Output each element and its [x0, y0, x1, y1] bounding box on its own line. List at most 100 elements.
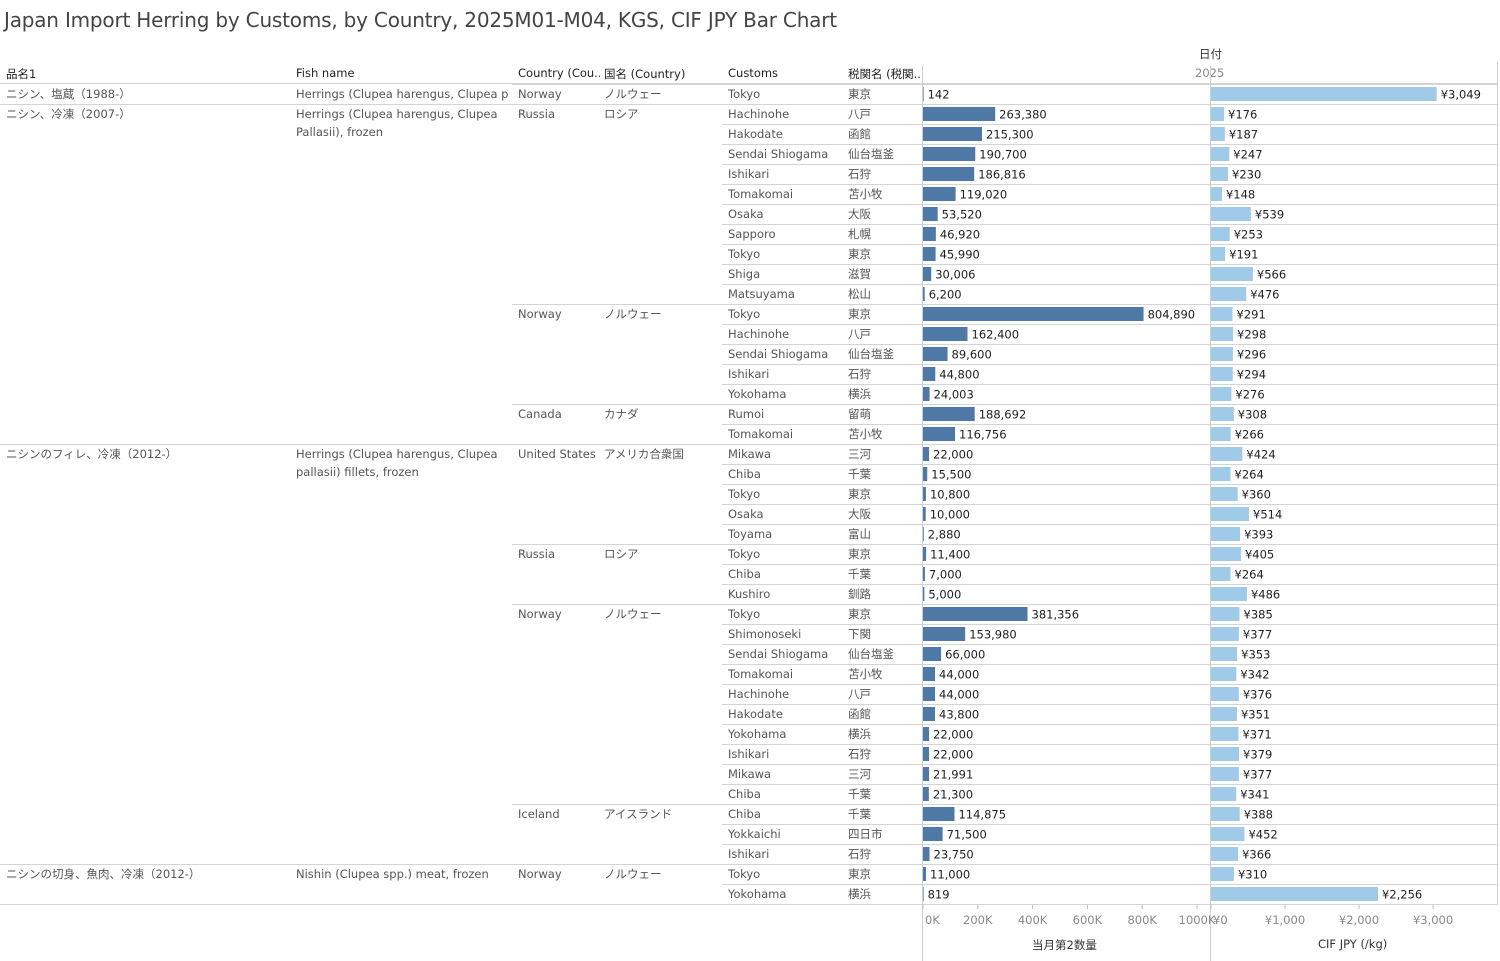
data-label-quantity: 44,800 [939, 368, 979, 382]
customs-name-jp: 大阪 [848, 507, 871, 521]
header-country[interactable]: Country (Cou.. [518, 66, 600, 80]
customs-name[interactable]: Mikawa [728, 447, 772, 461]
customs-name[interactable]: Tokyo [728, 867, 761, 881]
customs-name[interactable]: Tomakomai [728, 187, 794, 201]
customs-name[interactable]: Yokohama [728, 887, 787, 901]
data-label-cif: ¥247 [1233, 148, 1262, 162]
customs-name[interactable]: Hachinohe [728, 687, 790, 701]
customs-name[interactable]: Tomakomai [728, 667, 794, 681]
customs-name[interactable]: Tokyo [728, 307, 761, 321]
customs-name[interactable]: Osaka [728, 507, 764, 521]
data-label-cif: ¥377 [1243, 628, 1272, 642]
header-item[interactable]: 品名1 [6, 67, 37, 81]
row-divider [722, 804, 1498, 805]
row-divider [722, 384, 1498, 385]
customs-name[interactable]: Chiba [728, 807, 761, 821]
data-label-cif: ¥342 [1240, 668, 1269, 682]
data-label-quantity: 24,003 [934, 388, 974, 402]
row-divider [722, 744, 1498, 745]
x-axis-title-quantity: 当月第2数量 [1032, 938, 1097, 952]
data-label-quantity: 190,700 [979, 148, 1027, 162]
customs-name[interactable]: Ishikari [728, 747, 770, 761]
customs-name[interactable]: Shimonoseki [728, 627, 802, 641]
customs-name[interactable]: Sendai Shiogama [728, 147, 829, 161]
bar-quantity [923, 467, 928, 481]
customs-name[interactable]: Rumoi [728, 407, 765, 421]
customs-name-jp: 東京 [848, 247, 871, 261]
customs-name[interactable]: Kushiro [728, 587, 771, 601]
data-label-quantity: 22,000 [933, 748, 973, 762]
customs-name[interactable]: Osaka [728, 207, 764, 221]
customs-name-jp: 東京 [848, 607, 871, 621]
customs-name[interactable]: Ishikari [728, 367, 770, 381]
header-fish-name[interactable]: Fish name [296, 66, 355, 80]
customs-name[interactable]: Tomakomai [728, 427, 794, 441]
customs-name[interactable]: Hakodate [728, 127, 783, 141]
bar-cif [1211, 847, 1239, 861]
data-label-cif: ¥514 [1253, 508, 1282, 522]
row-divider [722, 164, 1498, 165]
customs-name-jp: 千葉 [848, 787, 871, 801]
customs-name[interactable]: Hachinohe [728, 327, 790, 341]
customs-name[interactable]: Yokohama [728, 387, 787, 401]
customs-name[interactable]: Tokyo [728, 607, 761, 621]
bar-cif [1211, 147, 1230, 161]
fish-name: Nishin (Clupea spp.) meat, frozen [296, 867, 489, 881]
customs-name[interactable]: Yokkaichi [728, 827, 781, 841]
customs-name[interactable]: Mikawa [728, 767, 772, 781]
customs-name[interactable]: Chiba [728, 467, 761, 481]
bar-quantity [923, 107, 996, 121]
customs-name[interactable]: Sendai Shiogama [728, 647, 829, 661]
customs-name[interactable]: Yokohama [728, 727, 787, 741]
customs-name-jp: 横浜 [848, 887, 871, 901]
customs-name-jp: 大阪 [848, 207, 871, 221]
customs-name[interactable]: Tokyo [728, 487, 761, 501]
bar-cif [1211, 567, 1231, 581]
data-label-cif: ¥2,256 [1382, 888, 1422, 902]
customs-name[interactable]: Tokyo [728, 247, 761, 261]
bar-cif [1211, 627, 1239, 641]
bar-cif [1211, 687, 1239, 701]
customs-name[interactable]: Ishikari [728, 847, 770, 861]
data-label-quantity: 10,800 [930, 488, 970, 502]
customs-name[interactable]: Tokyo [728, 547, 761, 561]
data-label-quantity: 30,006 [935, 268, 975, 282]
bar-cif [1211, 747, 1240, 761]
customs-name[interactable]: Tokyo [728, 87, 761, 101]
customs-name[interactable]: Chiba [728, 567, 761, 581]
data-label-cif: ¥405 [1245, 548, 1274, 562]
customs-name[interactable]: Hakodate [728, 707, 783, 721]
data-label-quantity: 15,500 [931, 468, 971, 482]
bar-cif [1211, 367, 1233, 381]
row-divider [722, 644, 1498, 645]
customs-name[interactable]: Sendai Shiogama [728, 347, 829, 361]
data-label-quantity: 215,300 [986, 128, 1034, 142]
customs-name[interactable]: Shiga [728, 267, 761, 281]
data-label-quantity: 263,380 [999, 108, 1047, 122]
data-label-quantity: 46,920 [940, 228, 980, 242]
customs-name-jp: 仙台塩釜 [848, 347, 894, 361]
customs-name[interactable]: Ishikari [728, 167, 770, 181]
header-country-jp[interactable]: 国名 (Country) [604, 67, 686, 81]
row-divider [722, 664, 1498, 665]
bar-cif [1211, 527, 1241, 541]
customs-name-jp: 留萌 [848, 407, 871, 421]
fish-name: Herrings (Clupea harengus, Clupea pallas… [296, 447, 498, 479]
header-customs-jp[interactable]: 税関名 (税関.. [848, 67, 921, 81]
tick-label-quantity: 400K [1018, 913, 1048, 927]
country-name: Norway [518, 607, 562, 621]
bar-cif [1211, 207, 1251, 221]
customs-name[interactable]: Toyama [728, 527, 773, 541]
bar-cif [1211, 227, 1230, 241]
customs-name[interactable]: Hachinohe [728, 107, 790, 121]
customs-name[interactable]: Sapporo [728, 227, 776, 241]
customs-name-jp: 苫小牧 [848, 187, 883, 201]
row-divider [722, 304, 1498, 305]
header-customs[interactable]: Customs [728, 66, 779, 80]
customs-name[interactable]: Matsuyama [728, 287, 795, 301]
row-divider [722, 724, 1498, 725]
data-label-cif: ¥376 [1243, 688, 1272, 702]
customs-name-jp: 仙台塩釜 [848, 647, 894, 661]
header-year: 2025 [1195, 66, 1224, 80]
customs-name[interactable]: Chiba [728, 787, 761, 801]
